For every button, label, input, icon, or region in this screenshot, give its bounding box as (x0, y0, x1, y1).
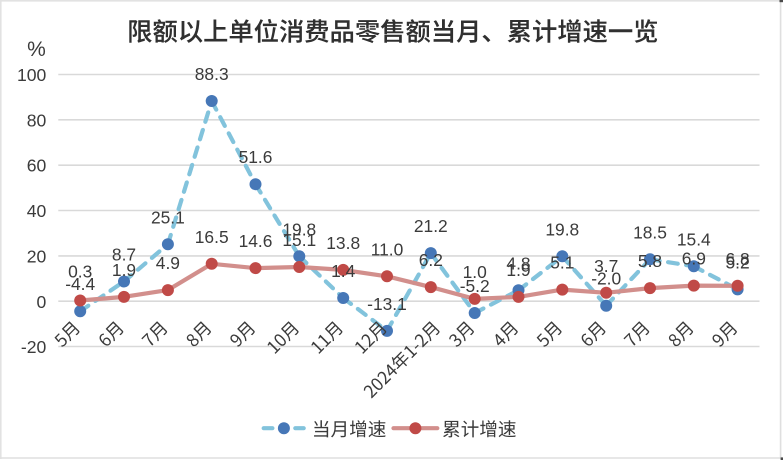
svg-text:11.0: 11.0 (371, 239, 404, 259)
svg-text:15.1: 15.1 (282, 230, 316, 250)
svg-text:1.0: 1.0 (463, 262, 487, 282)
svg-text:1.4: 1.4 (331, 261, 356, 281)
svg-text:19.8: 19.8 (545, 219, 579, 239)
svg-text:51.6: 51.6 (239, 147, 273, 167)
svg-text:5.8: 5.8 (638, 251, 662, 271)
svg-text:8.7: 8.7 (112, 245, 136, 265)
svg-text:20: 20 (27, 246, 47, 266)
svg-text:4.9: 4.9 (156, 253, 180, 273)
svg-text:5.2: 5.2 (726, 252, 750, 272)
svg-text:19.8: 19.8 (282, 219, 316, 239)
svg-text:4.8: 4.8 (506, 253, 530, 273)
svg-text:16.5: 16.5 (195, 227, 229, 247)
svg-text:100: 100 (17, 65, 47, 85)
svg-text:18.5: 18.5 (633, 222, 667, 242)
svg-text:13.8: 13.8 (326, 233, 360, 253)
svg-text:88.3: 88.3 (195, 64, 229, 84)
svg-text:14.6: 14.6 (239, 231, 273, 251)
svg-text:0: 0 (37, 292, 47, 312)
svg-text:6.8: 6.8 (726, 249, 750, 269)
svg-text:1.9: 1.9 (506, 260, 530, 280)
svg-text:6.9: 6.9 (682, 249, 706, 269)
svg-text:25.1: 25.1 (151, 207, 185, 227)
svg-text:-2.0: -2.0 (591, 269, 621, 289)
svg-text:80: 80 (27, 110, 47, 130)
svg-text:3.7: 3.7 (594, 256, 618, 276)
svg-text:5.1: 5.1 (550, 253, 574, 273)
svg-text:-13.1: -13.1 (367, 294, 407, 314)
svg-text:-4.4: -4.4 (65, 274, 95, 294)
svg-text:%: % (27, 38, 46, 61)
svg-text:15.4: 15.4 (677, 229, 711, 249)
svg-text:-20: -20 (21, 337, 47, 357)
svg-text:40: 40 (27, 201, 47, 221)
svg-text:0.3: 0.3 (68, 262, 92, 282)
svg-text:1.9: 1.9 (112, 260, 136, 280)
svg-text:6.2: 6.2 (419, 250, 443, 270)
svg-text:60: 60 (27, 156, 47, 176)
svg-text:21.2: 21.2 (414, 216, 448, 236)
svg-text:-5.2: -5.2 (460, 276, 490, 296)
